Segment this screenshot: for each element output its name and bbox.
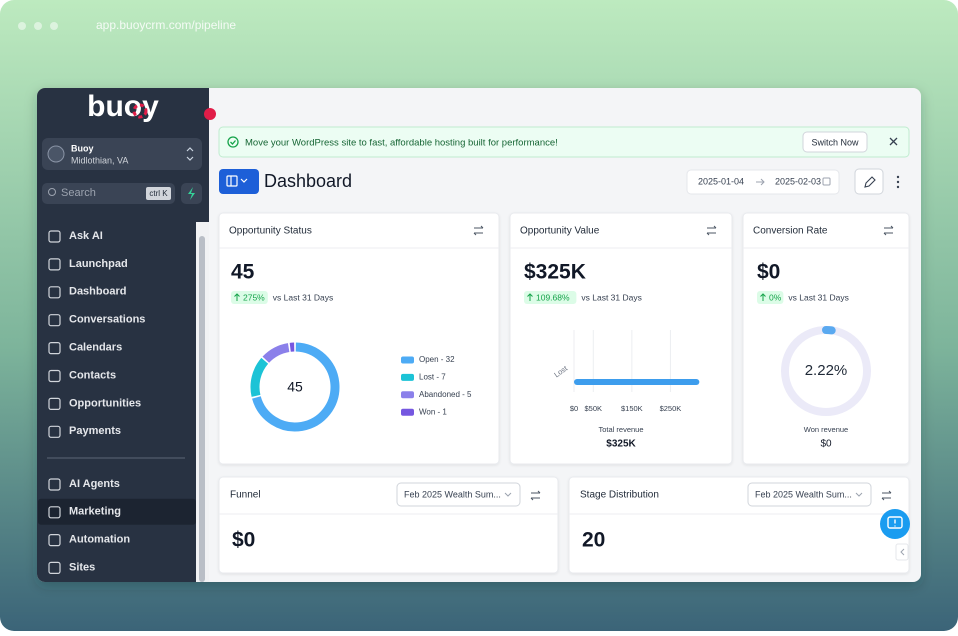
nav-item[interactable]: Marketing (69, 506, 121, 518)
account-name: Buoy (71, 143, 94, 153)
nav-item[interactable]: Launchpad (69, 258, 128, 270)
comparison: vs Last 31 Days (273, 292, 333, 302)
card-title: Stage Distribution (580, 490, 659, 501)
nav-item[interactable]: Calendars (69, 342, 122, 354)
nav-item[interactable]: Payments (69, 425, 121, 437)
nav-item[interactable]: Conversations (69, 314, 145, 326)
search-placeholder: Search (61, 187, 96, 199)
kpi-value: 20 (582, 529, 605, 552)
more-dot (897, 181, 899, 183)
nav-item[interactable]: Sites (69, 561, 95, 573)
legend-swatch (401, 374, 414, 381)
nav-item[interactable]: Dashboard (69, 286, 126, 298)
banner-message: Move your WordPress site to fast, afford… (245, 138, 558, 149)
x-tick-label: $50K (585, 404, 603, 413)
x-tick-label: $150K (621, 404, 643, 413)
footer-value: $0 (820, 439, 832, 450)
kpi-value: $325K (524, 261, 586, 284)
legend-swatch (401, 357, 414, 364)
edit-button[interactable] (855, 169, 883, 194)
side-tab[interactable] (896, 544, 908, 560)
window-dot (34, 22, 42, 30)
feedback-button[interactable] (880, 509, 910, 539)
donut-total: 45 (287, 379, 303, 395)
comparison: vs Last 31 Days (581, 292, 641, 302)
card-title: Funnel (230, 490, 261, 501)
x-tick-label: $0 (570, 404, 578, 413)
legend-label: Won - 1 (419, 407, 447, 416)
footer-value: $325K (606, 439, 636, 450)
filter-value: Feb 2025 Wealth Sum... (755, 489, 852, 499)
banner-action: Switch Now (811, 137, 859, 147)
scrollbar-thumb (199, 236, 205, 582)
card-title: Conversion Rate (753, 226, 828, 237)
gauge-label: 2.22% (805, 362, 848, 379)
collapse-toggle[interactable] (204, 108, 216, 120)
kpi-value: 45 (231, 261, 255, 284)
legend-label: Open - 32 (419, 355, 455, 364)
footer-label: Won revenue (804, 425, 848, 434)
change-value: 0% (769, 292, 782, 302)
filter-value: Feb 2025 Wealth Sum... (404, 489, 501, 499)
kpi-value: $0 (232, 529, 255, 552)
legend-swatch (401, 409, 414, 416)
nav-item[interactable]: AI Agents (69, 478, 120, 490)
url: app.buoycrm.com/pipeline (96, 18, 236, 32)
change-value: 109.68% (536, 292, 570, 302)
nav-item[interactable]: Contacts (69, 369, 116, 381)
more-dot (897, 186, 899, 188)
card (219, 213, 499, 464)
legend-label: Abandoned - 5 (419, 390, 472, 399)
date-to: 2025-02-03 (775, 176, 821, 186)
card-title: Opportunity Value (520, 226, 600, 237)
nav-item[interactable]: Automation (69, 534, 130, 546)
change-value: 275% (243, 292, 265, 302)
legend-label: Lost - 7 (419, 373, 446, 382)
window-dot (50, 22, 58, 30)
page-title: Dashboard (264, 171, 352, 191)
date-from: 2025-01-04 (698, 176, 744, 186)
shortcut: ctrl K (149, 189, 168, 198)
account-avatar (48, 146, 64, 162)
kpi-value: $0 (757, 261, 780, 284)
account-location: Midlothian, VA (71, 155, 128, 165)
window-dot (18, 22, 26, 30)
x-tick-label: $250K (660, 404, 682, 413)
nav-item[interactable]: Opportunities (69, 397, 141, 409)
bar (574, 379, 699, 385)
more-dot (897, 176, 899, 178)
comparison: vs Last 31 Days (788, 292, 848, 302)
legend-swatch (401, 391, 414, 398)
card-title: Opportunity Status (229, 226, 312, 237)
footer-label: Total revenue (598, 425, 643, 434)
nav-item[interactable]: Ask AI (69, 230, 103, 242)
logo: buoy (87, 90, 159, 123)
layout-button[interactable] (219, 169, 259, 194)
